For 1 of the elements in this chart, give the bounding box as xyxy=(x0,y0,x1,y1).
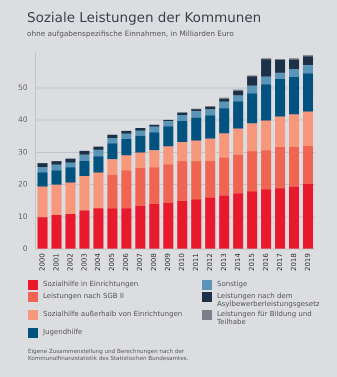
chart-title: Soziale Leistungen der Kommunen xyxy=(27,10,262,26)
